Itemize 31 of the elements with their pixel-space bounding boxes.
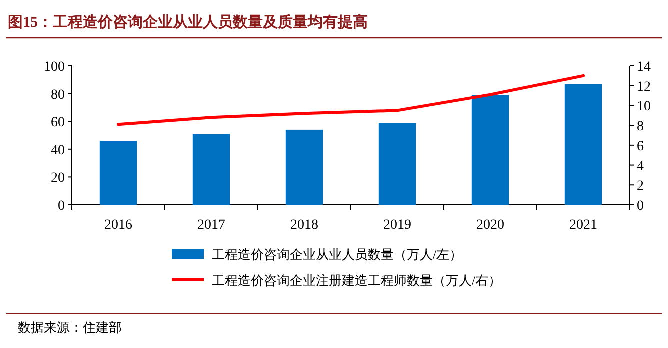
y2-tick-label: 6 — [637, 139, 644, 154]
line-series — [117, 74, 585, 126]
y2-tick-label: 10 — [637, 100, 651, 115]
x-tick-label: 2021 — [570, 218, 598, 233]
bar — [100, 141, 138, 205]
y2-tick-label: 4 — [637, 159, 644, 174]
y2-tick-label: 12 — [637, 80, 651, 95]
y-tick-label: 0 — [58, 199, 65, 214]
bar — [564, 84, 602, 205]
bar — [286, 130, 324, 205]
x-tick-label: 2018 — [290, 218, 318, 233]
y-tick-label: 20 — [51, 171, 65, 186]
legend-label: 工程造价咨询企业注册建造工程师数量（万人/右） — [212, 273, 502, 288]
bar — [472, 95, 510, 205]
x-tick-label: 2020 — [476, 218, 504, 233]
source-note: 数据来源：住建部 — [18, 320, 122, 335]
y-tick-label: 100 — [44, 60, 65, 75]
y2-tick-label: 2 — [637, 179, 644, 194]
bar — [192, 134, 230, 205]
x-tick-label: 2019 — [384, 218, 412, 233]
y-tick-label: 60 — [51, 116, 65, 131]
legend-label: 工程造价咨询企业从业人员数量（万人/左） — [212, 247, 463, 262]
y-tick-label: 80 — [51, 88, 65, 103]
bar — [378, 122, 416, 205]
x-tick-label: 2016 — [104, 218, 132, 233]
y-tick-label: 40 — [51, 143, 65, 158]
y2-tick-label: 0 — [637, 199, 644, 214]
chart-title: 图15：工程造价咨询企业从业人员数量及质量均有提高 — [8, 13, 368, 31]
x-tick-label: 2017 — [198, 218, 226, 233]
y2-tick-label: 8 — [637, 120, 644, 135]
y2-tick-label: 14 — [637, 60, 651, 75]
